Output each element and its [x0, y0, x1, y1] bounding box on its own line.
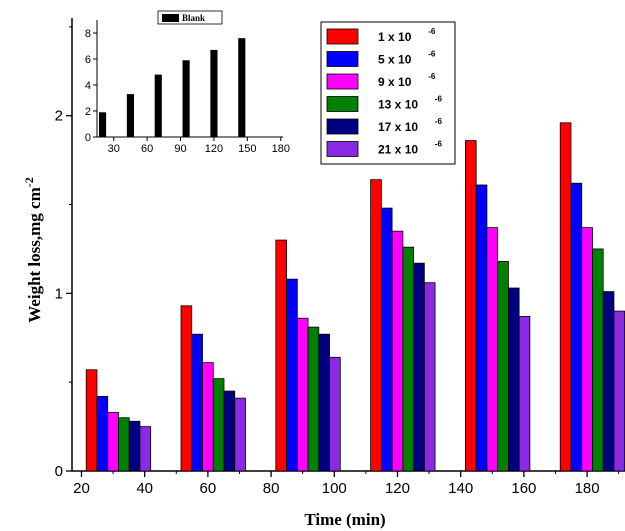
legend-label: 9 x 10	[378, 75, 412, 89]
legend-exponent: -6	[428, 72, 436, 81]
y-tick-label: 0	[55, 463, 63, 480]
inset-x-tick-label: 60	[141, 143, 153, 155]
bar-3-180	[581, 227, 593, 472]
bar-2-150	[475, 184, 488, 472]
inset-legend: Blank	[157, 10, 223, 25]
bar-6-90	[329, 356, 341, 472]
y-tick-label: 1	[55, 285, 63, 302]
bar-2-60	[191, 333, 203, 472]
bar-1-30	[85, 369, 98, 472]
x-tick-label: 120	[385, 480, 410, 497]
bar-1-180	[559, 122, 572, 472]
inset-legend-label: Blank	[182, 13, 205, 23]
bar-6-30	[139, 426, 152, 472]
bar-5-180	[602, 291, 615, 472]
bar-2-90	[286, 278, 298, 472]
bar-1-90	[275, 239, 287, 472]
bar-1-150	[465, 140, 477, 472]
bar-3-150	[486, 227, 499, 472]
legend-swatch	[326, 73, 359, 90]
x-tick-label: 140	[448, 480, 473, 497]
inset-y-tick-label: 4	[85, 80, 91, 92]
inset-y-tick-label: 2	[85, 106, 91, 118]
bar-4-150	[497, 260, 509, 472]
inset-y-tick-label: 6	[85, 54, 91, 66]
main-y-ticks: 0 1 2	[55, 26, 72, 480]
legend-exponent: -6	[435, 95, 443, 104]
legend-exponent: -6	[428, 27, 436, 36]
inset-y-ticks: 0 2 4 6 8	[85, 28, 97, 144]
bar-5-150	[507, 287, 520, 472]
inset-legend-swatch	[162, 14, 179, 22]
main-bars	[85, 122, 625, 472]
inset-x-tick-label: 30	[108, 143, 120, 155]
inset-bar-45	[126, 94, 134, 137]
main-legend: 1 x 10 -6 5 x 10 -6 9 x 10 -6 13 x 10 -6 17 x 10…	[320, 21, 456, 165]
inset-bar-145	[238, 38, 246, 138]
bar-4-180	[592, 248, 604, 472]
inset-y-tick-label: 8	[85, 28, 91, 40]
legend-label: 21 x 10	[378, 143, 418, 157]
inset-bar-120	[210, 49, 218, 137]
x-tick-label: 20	[73, 480, 90, 497]
inset-x-tick-label: 90	[174, 143, 186, 155]
bar-2-120	[380, 207, 393, 472]
inset-bar-20	[99, 112, 107, 137]
legend-label: 17 x 10	[378, 120, 418, 134]
y-tick-label: 2	[55, 108, 63, 125]
y-axis-title: Weight loss,mg cm-2	[22, 177, 44, 323]
inset-bars	[99, 38, 246, 138]
legend-swatch	[326, 51, 359, 67]
x-tick-label: 160	[511, 480, 536, 497]
bar-3-30	[107, 411, 119, 472]
bar-6-60	[234, 397, 246, 472]
legend-box	[320, 21, 456, 165]
inset-bar-70	[154, 74, 162, 137]
inset-bar-95	[182, 60, 190, 137]
bar-4-60	[212, 378, 225, 472]
bar-6-180	[613, 310, 625, 472]
bar-4-30	[118, 417, 130, 472]
main-x-ticks: 20 40 60 80 100 120 140 160 180	[73, 471, 620, 497]
x-tick-label: 80	[263, 480, 280, 497]
bar-4-90	[307, 326, 320, 472]
inset-chart: 0 2 4 6 8 30 60 90 120 150 180 Blank	[85, 10, 290, 155]
x-tick-label: 100	[322, 480, 347, 497]
legend-swatch	[326, 96, 359, 112]
legend-exponent: -6	[428, 50, 436, 59]
inset-x-tick-label: 150	[238, 143, 256, 155]
inset-y-tick-label: 0	[85, 132, 91, 144]
bar-3-90	[296, 317, 309, 472]
legend-label: 5 x 10	[378, 53, 412, 67]
x-tick-label: 60	[200, 480, 217, 497]
bar-3-120	[391, 230, 404, 472]
bar-5-120	[413, 262, 425, 472]
bar-2-180	[570, 182, 583, 472]
legend-exponent: -6	[435, 140, 443, 149]
inset-x-ticks: 30 60 90 120 150 180	[108, 137, 290, 155]
bar-4-120	[402, 246, 414, 472]
bar-6-150	[518, 316, 531, 472]
bar-1-120	[370, 179, 382, 472]
bar-1-60	[180, 305, 193, 472]
legend-label: 13 x 10	[378, 98, 418, 112]
bar-2-30	[96, 395, 109, 472]
legend-swatch	[326, 118, 359, 135]
legend-swatch	[326, 28, 359, 45]
legend-swatch	[326, 141, 359, 157]
x-tick-label: 40	[136, 480, 153, 497]
inset-x-tick-label: 180	[272, 143, 290, 155]
legend-exponent: -6	[435, 117, 443, 126]
inset-legend-box	[157, 10, 223, 25]
bar-6-120	[423, 282, 436, 472]
x-tick-label: 180	[575, 480, 600, 497]
bar-5-60	[223, 390, 236, 472]
bar-5-90	[318, 333, 330, 472]
bar-3-60	[202, 362, 214, 472]
bar-5-30	[128, 420, 141, 472]
legend-label: 1 x 10	[378, 30, 412, 44]
x-axis-title: Time (min)	[304, 510, 385, 529]
inset-x-tick-label: 120	[205, 143, 223, 155]
